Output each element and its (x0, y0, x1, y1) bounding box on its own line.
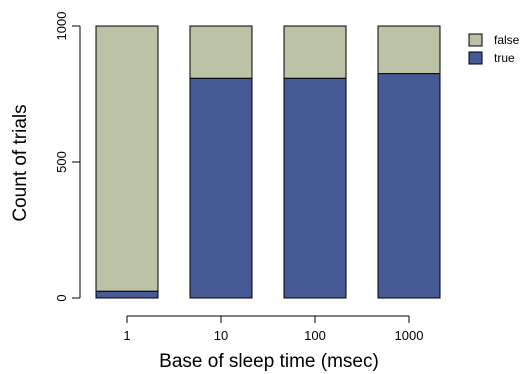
legend-label-false: false (494, 33, 520, 47)
x-tick-label-1000: 1000 (395, 328, 424, 343)
x-axis-title: Base of sleep time (msec) (159, 351, 379, 372)
legend-swatch-false (468, 33, 483, 47)
bar-false-1 (95, 25, 159, 292)
legend-swatch-true (468, 51, 483, 65)
bar-true-1000 (377, 73, 441, 299)
bar-false-1000 (377, 25, 441, 75)
legend-label-true: true (494, 51, 515, 65)
bar-true-1 (95, 290, 159, 299)
y-axis: 0 500 1000 (54, 12, 81, 302)
y-tick-label-0: 0 (54, 294, 69, 301)
x-tick-label-100: 100 (304, 328, 326, 343)
bars-group (95, 25, 441, 299)
bar-false-100 (283, 25, 347, 79)
legend: false true (468, 33, 520, 65)
x-tick-label-10: 10 (214, 328, 228, 343)
x-axis: 1 10 100 1000 (123, 315, 424, 343)
bar-true-10 (189, 77, 253, 299)
y-axis-title: Count of trials (10, 104, 31, 221)
bar-true-100 (283, 77, 347, 299)
bar-false-10 (189, 25, 253, 79)
y-tick-label-1000: 1000 (54, 12, 69, 41)
x-tick-label-1: 1 (123, 328, 130, 343)
y-tick-label-500: 500 (54, 151, 69, 173)
